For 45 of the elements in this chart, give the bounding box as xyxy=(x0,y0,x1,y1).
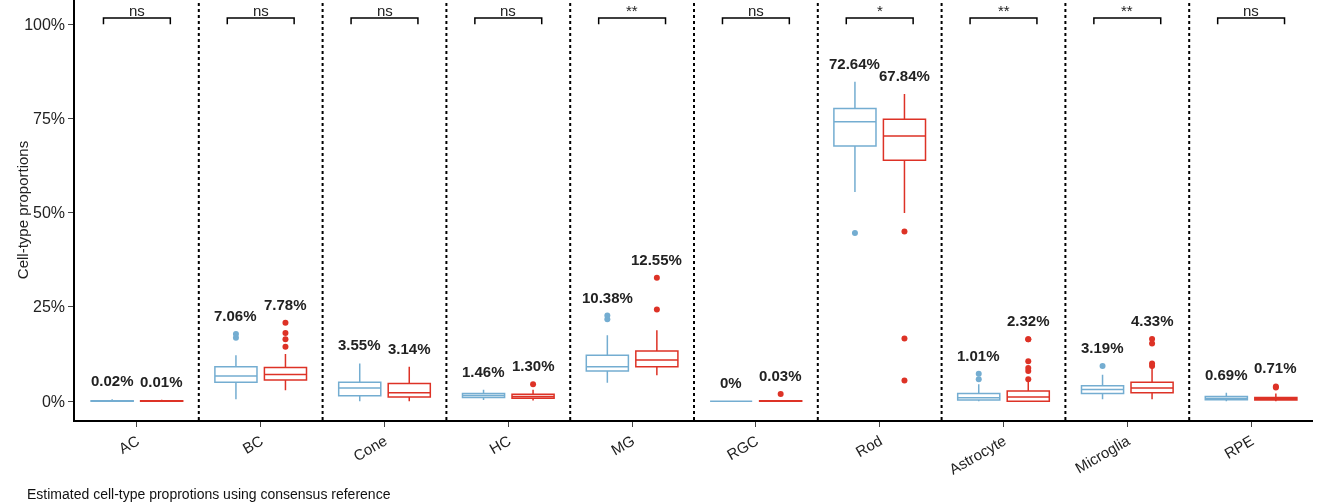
text: 3.55% xyxy=(338,336,381,353)
x-tick-label: RGC xyxy=(723,431,762,464)
text: 0.71% xyxy=(1254,359,1297,376)
annotation: ns xyxy=(748,2,764,19)
annotation: ns xyxy=(377,2,393,19)
text: 4.33% xyxy=(1131,312,1174,329)
x-tick-label: MG xyxy=(607,431,638,459)
text: 0.03% xyxy=(759,367,802,384)
annotation: ** xyxy=(1121,2,1133,19)
text: 0.01% xyxy=(140,373,183,390)
x-tick-label: HC xyxy=(486,431,514,458)
annotation: ** xyxy=(998,2,1010,19)
text: 3.19% xyxy=(1081,339,1124,356)
text: 72.64% xyxy=(829,55,880,72)
text: 7.06% xyxy=(214,307,257,324)
annotation: ns xyxy=(253,2,269,19)
annotation: ns xyxy=(1243,2,1259,19)
y-tick-label: 50% xyxy=(33,204,66,222)
text: 0.69% xyxy=(1205,366,1248,383)
x-tick-label: Rod xyxy=(852,431,885,461)
text: 2.32% xyxy=(1007,312,1050,329)
y-axis-title: Cell-type proportions xyxy=(14,140,32,280)
y-tick-label: 25% xyxy=(33,298,66,316)
x-tick-label: RPE xyxy=(1221,431,1257,462)
text: Estimated cell-type proprotions using consensus reference xyxy=(27,486,391,502)
text: 0.02% xyxy=(91,372,134,389)
text: 7.78% xyxy=(264,296,307,313)
text: 1.30% xyxy=(512,357,555,374)
y-tick-label: 0% xyxy=(41,392,66,410)
text: 10.38% xyxy=(582,289,633,306)
x-tick-label: Cone xyxy=(350,431,390,465)
annotation: ** xyxy=(626,2,638,19)
annotation: ns xyxy=(129,2,145,19)
text: 1.01% xyxy=(957,347,1000,364)
text: 1.46% xyxy=(462,363,505,380)
text: 67.84% xyxy=(879,67,930,84)
annotation: ns xyxy=(500,2,516,19)
text: 12.55% xyxy=(631,251,682,268)
annotation: * xyxy=(877,2,883,19)
text: 0% xyxy=(720,374,742,391)
x-tick-label: AC xyxy=(115,431,143,457)
x-tick-label: BC xyxy=(239,431,267,457)
y-tick-label: 75% xyxy=(33,109,66,127)
y-tick-label: 100% xyxy=(24,15,66,33)
text: 3.14% xyxy=(388,340,431,357)
